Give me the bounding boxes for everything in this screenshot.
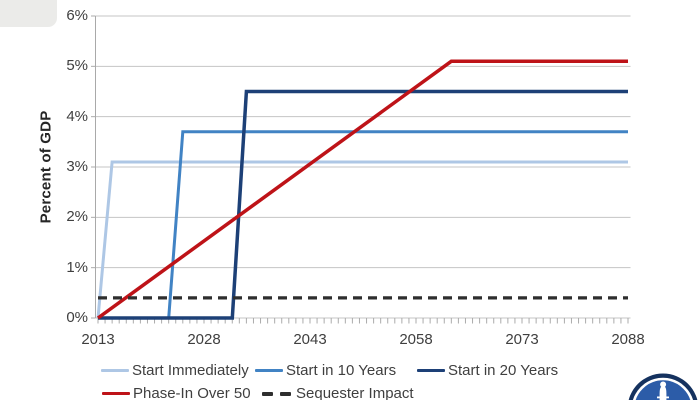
legend-item-start-in-10-years: Start in 10 Years	[255, 363, 396, 378]
legend-item-sequester-impact: Sequester Impact	[262, 386, 414, 400]
y-tick-label: 2%	[66, 208, 88, 226]
legend-item-phase-in-over-50: Phase-In Over 50	[102, 386, 251, 400]
legend-dash-icon	[262, 391, 273, 396]
legend-label: Sequester Impact	[296, 385, 414, 400]
legend-label: Phase-In Over 50	[133, 385, 251, 400]
x-tick-label: 2028	[187, 331, 221, 348]
series-line-start-immediately	[96, 160, 628, 319]
series-line-phase-in-over-50	[96, 59, 628, 320]
legend-label: Start Immediately	[132, 362, 249, 379]
legend-item-start-in-20-years: Start in 20 Years	[417, 363, 558, 378]
legend-marker-start-in-20-years	[417, 368, 445, 373]
series-line-start-in-20-years	[98, 89, 628, 320]
x-tick-label: 2088	[611, 331, 645, 348]
y-tick-label: 5%	[66, 57, 88, 75]
y-tick-label: 3%	[66, 158, 88, 175]
y-tick-label: 6%	[66, 7, 88, 24]
legend-label: Start in 20 Years	[448, 362, 559, 379]
statue-arm-icon	[657, 396, 669, 399]
series-line-start-in-10-years	[98, 130, 628, 320]
y-tick-label: 1%	[66, 258, 88, 276]
crfb-seal-logo	[628, 373, 698, 400]
legend-item-start-immediately: Start Immediately	[101, 363, 249, 378]
x-tick-label: 2058	[399, 331, 433, 348]
legend-dash-icon	[280, 391, 291, 396]
y-tick-label: 4%	[66, 107, 88, 125]
legend-marker-phase-in-over-50	[102, 391, 130, 396]
legend-marker-start-in-10-years	[255, 369, 283, 372]
screenshot-corner-artifact	[0, 0, 57, 27]
x-tick-label: 2043	[293, 331, 327, 348]
legend-marker-start-immediately	[101, 369, 129, 372]
statue-icon	[659, 381, 667, 400]
y-tick-label: 0%	[66, 309, 88, 326]
x-tick-label: 2013	[81, 331, 115, 348]
legend-label: Start in 10 Years	[286, 362, 397, 379]
x-tick-label: 2073	[505, 331, 539, 348]
